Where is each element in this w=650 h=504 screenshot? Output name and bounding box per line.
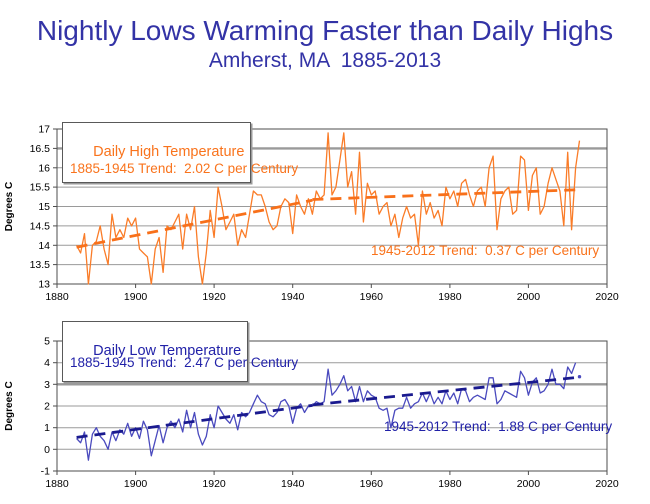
y-tick-label: 16 [38,162,50,174]
x-tick-label: 2000 [517,478,541,490]
x-tick-label: 1940 [281,478,305,490]
y-tick-label: 13.5 [30,259,51,271]
y-tick-label: -1 [41,466,50,478]
y-tick-label: 15.5 [30,182,51,194]
daily-high-legend: Daily High Temperature [62,122,252,183]
page-title: Nightly Lows Warming Faster than Daily H… [36,15,614,46]
y-tick-label: 16.5 [30,143,51,155]
x-tick-label: 2020 [595,291,619,303]
daily-high-legend-label: Daily High Temperature [93,144,245,160]
y-tick-label: 2 [44,401,50,413]
x-tick-label: 1900 [124,478,148,490]
daily-low-legend: Daily Low Temperature [62,321,249,382]
x-tick-label: 1960 [360,291,384,303]
daily-low-legend-label: Daily Low Temperature [93,343,242,359]
y-tick-label: 14.5 [30,220,51,232]
y-tick-label: 13 [38,279,50,291]
daily-low-series-line [76,362,577,461]
y-tick-label: 15 [38,201,50,213]
x-tick-label: 2000 [517,291,541,303]
y-axis-title: Degrees C [4,182,15,231]
x-tick-label: 1880 [45,291,69,303]
x-tick-label: 1880 [45,478,69,490]
daily-low-last-point-marker [577,375,582,379]
y-tick-label: 4 [44,357,50,369]
x-tick-label: 1900 [124,291,148,303]
daily-high-trend-line-1 [312,188,576,201]
daily-low-trend-line-0 [76,404,313,439]
daily-high-trend-annotation-1885-1945: 1885-1945 Trend: 2.02 C per Century [70,161,299,176]
daily-high-trend-line-0 [76,198,313,249]
x-tick-label: 1920 [202,291,226,303]
daily-low-trend-line-1 [312,376,576,407]
daily-high-plot: 13 13.5 14 14.5 15 15.5 16 16.5 17 1880 1900 1920 19… [4,124,619,304]
y-tick-label: 3 [44,379,50,391]
y-axis-title: Degrees C [4,381,15,430]
daily-high-series-line [76,132,581,285]
slide: Nightly Lows Warming Faster than Daily H… [0,15,650,491]
x-tick-label: 1980 [438,291,462,303]
daily-low-trend-annotation-1885-1945: 1885-1945 Trend: 2.47 C per Century [70,355,299,370]
y-tick-label: 17 [38,124,50,136]
plot-border [56,340,608,472]
y-tick-label: 0 [44,444,50,456]
x-tick-label: 1940 [281,291,305,303]
x-tick-label: 1980 [438,478,462,490]
x-tick-label: 2020 [595,478,619,490]
plot-border [56,128,608,285]
x-tick-label: 1920 [202,478,226,490]
y-tick-label: 14 [38,240,50,252]
daily-high-trend-annotation-1945-2012: 1945-2012 Trend: 0.37 C per Century [371,243,600,258]
daily-low-plot: -1 0 1 2 3 4 5 1880 1900 1920 1940 1960 1980 2000 2020… [4,336,619,491]
daily-low-chart: -1 0 1 2 3 4 5 1880 1900 1920 1940 1960 1980 2000 2020… [0,316,650,502]
y-tick-label: 1 [44,422,50,434]
daily-high-chart: 13 13.5 14 14.5 15 15.5 16 16.5 17 1880 1900 1920 19… [0,116,650,312]
y-tick-label: 5 [44,336,50,348]
x-tick-label: 1960 [360,478,384,490]
daily-low-trend-annotation-1945-2012: 1945-2012 Trend: 1.88 C per Century [384,419,613,434]
page-subtitle: Amherst, MA 1885-2013 [208,49,442,72]
